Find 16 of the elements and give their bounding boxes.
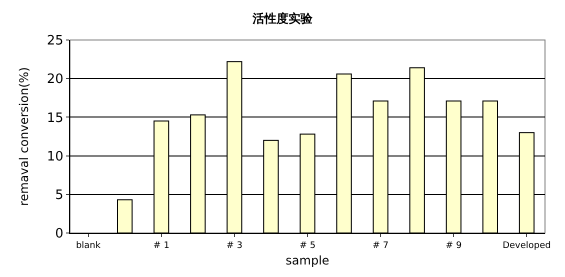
x-tick-label: # 9 <box>446 240 462 251</box>
x-tick-label: blank <box>76 240 102 251</box>
y-tick-label: 25 <box>46 34 64 49</box>
x-tick-label: # 7 <box>372 240 389 251</box>
x-tick-label: Developed <box>502 240 551 251</box>
x-tick-label: # 1 <box>153 240 170 251</box>
y-tick-label: 0 <box>55 226 64 242</box>
x-tick-label: # 5 <box>299 240 316 251</box>
x-axis-title: sample <box>286 254 330 268</box>
y-tick-label: 15 <box>46 110 64 126</box>
x-tick-label: # 3 <box>226 240 242 251</box>
y-tick-label: 5 <box>55 188 64 203</box>
y-tick-label: 10 <box>46 149 64 164</box>
y-tick-label: 20 <box>46 72 64 88</box>
y-axis-title: remaval conversion(%) <box>17 67 32 206</box>
chart-title: 活性度实验 <box>252 11 314 26</box>
